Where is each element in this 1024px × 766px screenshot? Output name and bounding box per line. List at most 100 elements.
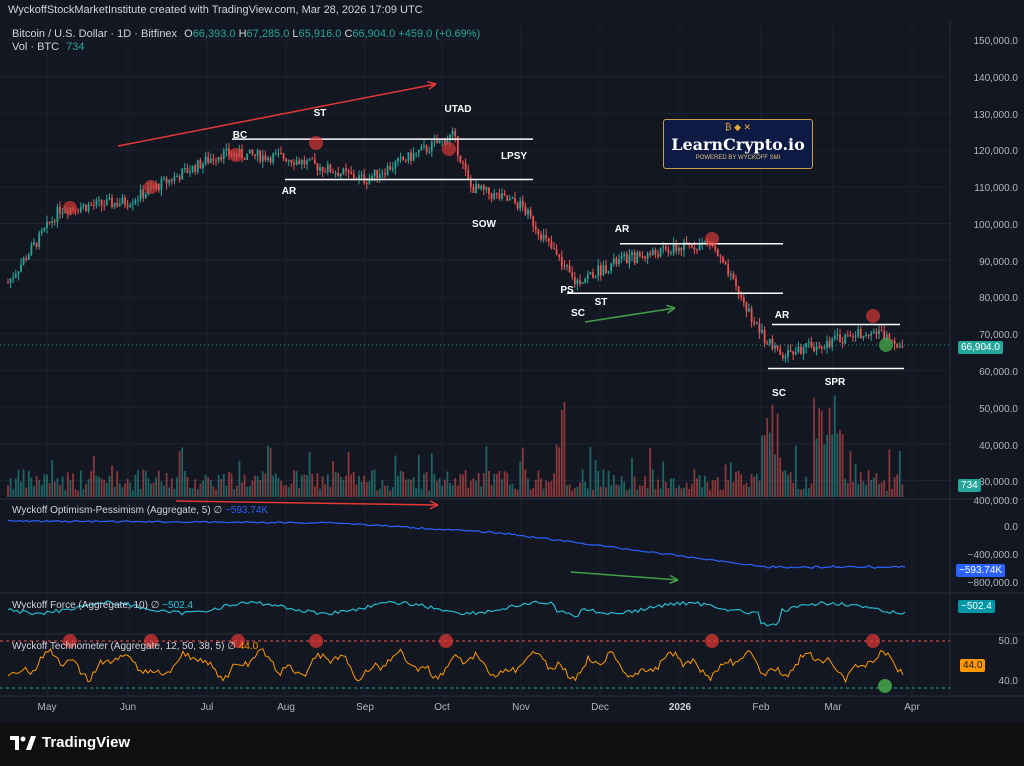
- trend-arrow-green-head: [667, 307, 676, 314]
- volume-bar: [633, 476, 636, 497]
- candle-body: [183, 167, 186, 170]
- volume-bar: [711, 480, 714, 497]
- volume-bar: [137, 470, 139, 497]
- candle-body: [425, 145, 428, 152]
- volume-bar: [235, 485, 238, 497]
- candle-body: [501, 193, 503, 199]
- volume-bar: [813, 397, 815, 497]
- candle-body: [222, 150, 225, 160]
- technometer-marker-red: [231, 634, 245, 648]
- candle-body: [537, 229, 540, 235]
- candle-body: [612, 258, 615, 264]
- volume-legend[interactable]: Vol · BTC 734: [12, 41, 85, 53]
- symbol-legend[interactable]: Bitcoin / U.S. Dollar · 1D · Bitfinex O6…: [12, 28, 480, 40]
- candle-body: [207, 156, 210, 163]
- volume-bar: [53, 481, 56, 497]
- volume-bar: [430, 453, 433, 497]
- candle-body: [784, 356, 787, 359]
- volume-bar: [339, 476, 342, 497]
- volume-bar: [581, 469, 584, 497]
- volume-bar: [464, 469, 467, 497]
- technometer-legend[interactable]: Wyckoff Technometer (Aggregate, 12, 50, …: [12, 641, 258, 652]
- volume-bar: [701, 487, 704, 497]
- candle-body: [677, 248, 680, 252]
- candle-body: [165, 178, 168, 184]
- candle-body: [787, 350, 789, 357]
- candle-body: [846, 334, 849, 336]
- volume-bar: [672, 478, 675, 497]
- volume-bar: [690, 483, 693, 497]
- optimism-arrow-green-head: [669, 574, 679, 581]
- price-tick: 90,000.0: [979, 257, 1018, 268]
- volume-bar: [246, 486, 249, 497]
- candle-body: [901, 346, 904, 348]
- chart-canvas[interactable]: [0, 0, 1024, 722]
- candle-body: [285, 158, 288, 162]
- technometer-marker-green: [878, 679, 892, 693]
- volume-bar: [371, 470, 373, 497]
- candle-body: [579, 280, 581, 284]
- volume-bar: [888, 449, 891, 497]
- candle-body: [649, 253, 652, 255]
- candle-body: [475, 184, 477, 193]
- volume-bar: [350, 474, 353, 497]
- volume-bar: [20, 481, 22, 497]
- candle-body: [719, 256, 722, 258]
- volume-bar: [833, 395, 836, 497]
- volume-bar: [740, 474, 743, 497]
- candle-body: [27, 254, 30, 260]
- volume-bar: [64, 490, 67, 497]
- candle-body: [690, 244, 693, 248]
- candle-body: [800, 346, 802, 354]
- volume-bar: [147, 478, 150, 497]
- optimism-legend[interactable]: Wyckoff Optimism-Pessimism (Aggregate, 5…: [12, 505, 268, 516]
- signal-marker-red: [309, 136, 323, 150]
- volume-bar: [597, 470, 600, 497]
- volume-bar: [638, 485, 641, 497]
- volume-bar: [628, 489, 631, 497]
- candle-body: [59, 206, 61, 214]
- candle-body: [394, 161, 397, 169]
- volume-bar: [33, 486, 35, 497]
- volume-bar: [228, 471, 230, 497]
- volume-bar: [212, 486, 215, 497]
- tradingview-logo[interactable]: TradingView: [10, 734, 130, 751]
- volume-bar: [269, 447, 272, 497]
- trend-arrow-green-head: [666, 304, 676, 309]
- volume-bar: [142, 469, 145, 497]
- candle-body: [636, 252, 639, 264]
- volume-bar: [698, 475, 701, 497]
- volume-bar: [498, 471, 501, 497]
- candle-body: [534, 226, 537, 230]
- volume-bar: [295, 470, 298, 497]
- volume-bar: [241, 482, 243, 497]
- volume-bar: [183, 470, 186, 497]
- candle-body: [599, 265, 602, 276]
- technometer-marker-red: [866, 634, 880, 648]
- candle-body: [386, 166, 389, 175]
- volume-bar: [332, 460, 334, 497]
- volume-bar: [199, 483, 202, 497]
- candle-body: [87, 204, 90, 211]
- candle-body: [85, 204, 87, 211]
- volume-bar: [51, 460, 54, 497]
- candle-body: [40, 230, 43, 233]
- volume-bar: [475, 480, 477, 497]
- candle-body: [347, 170, 350, 173]
- volume-bar: [155, 477, 158, 497]
- signal-marker-red: [866, 309, 880, 323]
- optimism-tick: 400,000.0: [973, 496, 1019, 507]
- volume-bar: [706, 481, 709, 497]
- candle-body: [594, 276, 597, 278]
- volume-bar: [449, 482, 451, 497]
- force-legend[interactable]: Wyckoff Force (Aggregate, 10) ∅ −502.4: [12, 600, 193, 611]
- volume-bar: [750, 473, 753, 497]
- volume-bar: [846, 483, 849, 497]
- volume-bar: [186, 477, 189, 497]
- volume-bar: [376, 490, 379, 497]
- candle-body: [716, 249, 719, 257]
- candle-body: [124, 197, 126, 205]
- volume-bar: [202, 480, 204, 497]
- candle-body: [581, 282, 584, 284]
- candle-body: [287, 160, 290, 162]
